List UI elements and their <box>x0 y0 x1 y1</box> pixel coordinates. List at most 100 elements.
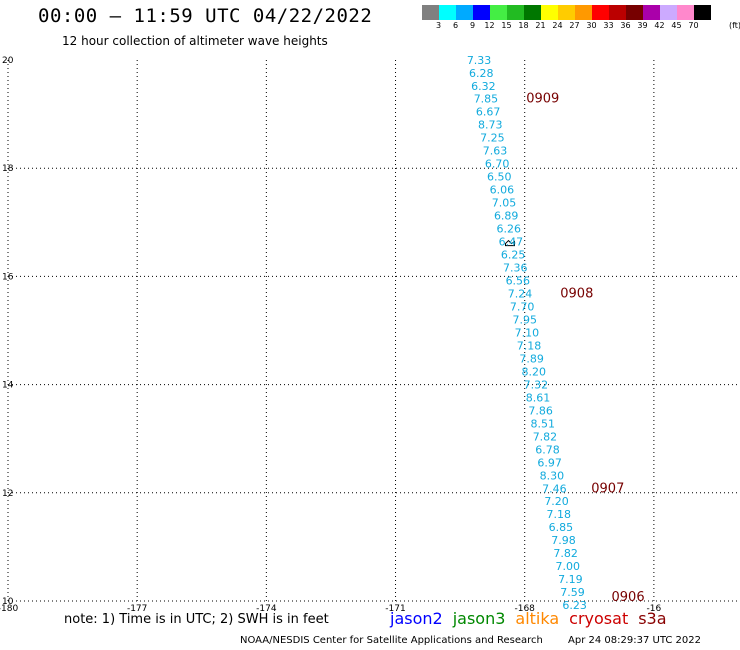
legend-label: 45 <box>671 21 682 30</box>
legend-label: 33 <box>603 21 614 30</box>
legend-swatch <box>490 5 507 20</box>
legend-swatch <box>592 5 609 20</box>
swh-label: 7.70 <box>510 300 535 313</box>
legend-swatch <box>439 5 456 20</box>
time-label: 0908 <box>560 286 593 301</box>
satellite-marker <box>504 239 515 247</box>
swh-label: 7.33 <box>467 54 492 67</box>
legend-swatch <box>694 5 711 20</box>
swh-label: 8.20 <box>521 365 546 378</box>
legend-swatches <box>422 5 711 20</box>
swh-label: 7.89 <box>519 352 544 365</box>
swh-label: 7.18 <box>517 339 542 352</box>
swh-label: 6.97 <box>537 456 562 469</box>
legend-swatch <box>456 5 473 20</box>
legend-label: 24 <box>552 21 563 30</box>
legend-label: 21 <box>535 21 546 30</box>
swh-label: 7.25 <box>480 132 505 145</box>
legend-label: 6 <box>452 21 459 30</box>
plot-frame <box>7 60 740 602</box>
satellite-name: altika <box>515 609 560 628</box>
x-tick-label: -16 <box>647 604 662 614</box>
swh-label: 7.20 <box>544 495 569 508</box>
units-note: note: 1) Time is in UTC; 2) SWH is in fe… <box>64 612 329 627</box>
swh-label: 6.06 <box>490 184 515 197</box>
legend-label: 30 <box>586 21 597 30</box>
swh-label: 7.10 <box>515 326 540 339</box>
legend-label: 12 <box>484 21 495 30</box>
swh-labels: 7.336.286.327.856.678.737.257.636.706.50… <box>467 54 587 612</box>
legend-swatch <box>575 5 592 20</box>
swh-label: 6.25 <box>501 249 526 262</box>
legend-label: 27 <box>569 21 580 30</box>
swh-label: 7.95 <box>512 313 537 326</box>
footer-timestamp: Apr 24 08:29:37 UTC 2022 <box>568 635 701 646</box>
swh-label: 7.86 <box>528 404 553 417</box>
grid-lines <box>8 60 740 601</box>
y-tick-label: 18 <box>2 164 14 174</box>
chart-subtitle: 12 hour collection of altimeter wave hei… <box>62 34 328 48</box>
swh-label: 7.19 <box>558 573 583 586</box>
legend-label: 3 <box>435 21 442 30</box>
swh-label: 7.00 <box>556 560 581 573</box>
time-label: 0906 <box>612 590 645 605</box>
color-legend: 3 6 9 12 15 18 21 24 27 30 33 36 39 42 45 70 <box>422 5 711 30</box>
legend-unit: (ft) <box>729 21 740 30</box>
legend-label: 9 <box>469 21 476 30</box>
swh-label: 6.78 <box>535 443 560 456</box>
swh-label: 6.47 <box>499 236 524 249</box>
satellite-legend: jason2 jason3 altika cryosat s3a <box>390 609 677 628</box>
satellite-name: jason3 <box>452 609 506 628</box>
swh-label: 7.32 <box>524 378 549 391</box>
x-axis-ticks: -180 -177 -174 -171 -168 -16 <box>0 604 662 614</box>
satellite-name: jason2 <box>390 609 443 628</box>
chart-title: 00:00 — 11:59 UTC 04/22/2022 <box>38 5 373 27</box>
legend-label: 70 <box>688 21 699 30</box>
swh-label: 7.63 <box>483 145 508 158</box>
legend-label: 39 <box>637 21 648 30</box>
swh-label: 8.51 <box>531 417 556 430</box>
legend-label: 42 <box>654 21 665 30</box>
satellite-name: cryosat <box>569 609 629 628</box>
satellite-name: s3a <box>638 609 667 628</box>
swh-label: 7.82 <box>533 430 558 443</box>
legend-swatch <box>541 5 558 20</box>
legend-swatch <box>473 5 490 20</box>
swh-label: 7.98 <box>551 534 576 547</box>
time-labels: 0909 0908 0907 0906 <box>526 92 644 605</box>
legend-swatch <box>422 5 439 20</box>
swh-label: 6.23 <box>562 599 587 612</box>
swh-label: 7.82 <box>553 547 578 560</box>
legend-swatch <box>524 5 541 20</box>
legend-swatch <box>507 5 524 20</box>
swh-label: 6.89 <box>494 210 519 223</box>
satellite-icon <box>504 239 515 247</box>
legend-swatch <box>660 5 677 20</box>
swh-label: 7.59 <box>560 586 585 599</box>
swh-label: 6.70 <box>485 158 510 171</box>
legend-label: 15 <box>501 21 512 30</box>
legend-swatch <box>643 5 660 20</box>
swh-label: 6.32 <box>471 80 496 93</box>
y-tick-label: 16 <box>2 272 14 282</box>
legend-swatch <box>558 5 575 20</box>
swh-label: 7.24 <box>508 287 533 300</box>
swh-label: 6.28 <box>469 67 494 80</box>
y-tick-label: 20 <box>2 56 14 66</box>
y-tick-label: 10 <box>2 597 14 607</box>
y-tick-label: 12 <box>2 489 13 499</box>
x-tick-label: -180 <box>0 604 18 614</box>
time-label: 0907 <box>591 481 624 496</box>
swh-label: 7.85 <box>474 93 499 106</box>
legend-label: 36 <box>620 21 631 30</box>
swh-label: 6.26 <box>497 223 522 236</box>
x-tick-label: -177 <box>127 604 147 614</box>
swh-label: 8.73 <box>478 119 503 132</box>
swh-label: 8.61 <box>526 391 551 404</box>
footer: NOAA/NESDIS Center for Satellite Applica… <box>240 635 723 646</box>
x-tick-label: -174 <box>256 604 277 614</box>
time-label: 0909 <box>526 92 559 107</box>
swh-label: 7.05 <box>492 197 517 210</box>
legend-label: 18 <box>518 21 529 30</box>
